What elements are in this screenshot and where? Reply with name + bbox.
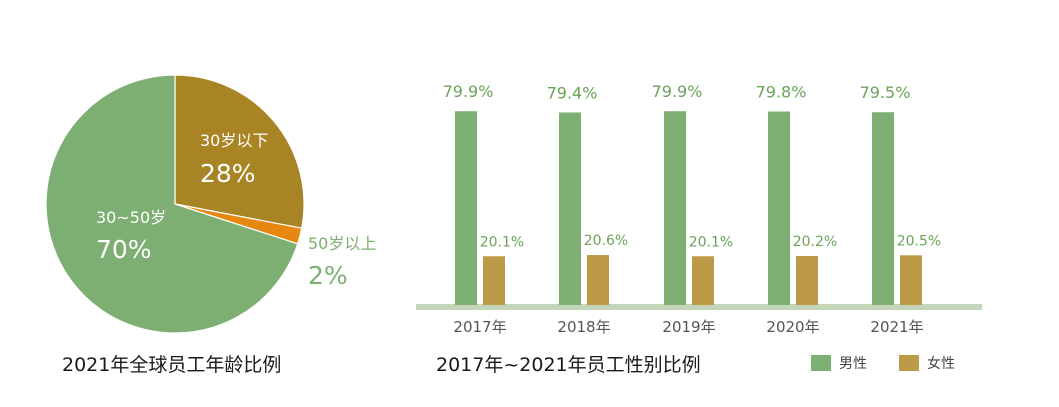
pie-slice-label: 30岁以下 [200, 131, 268, 150]
legend-swatch-male [811, 355, 831, 371]
pie-chart-caption: 2021年全球员工年龄比例 [62, 354, 282, 376]
pie-slice-label: 50岁以上 [308, 234, 376, 253]
pie-slice-value-label: 28% [200, 159, 256, 188]
x-tick-label: 2018年 [557, 318, 610, 336]
bar-male [664, 111, 686, 306]
data-label-male: 79.8% [756, 82, 807, 101]
x-tick-label: 2021年 [870, 318, 923, 336]
x-axis-baseline [416, 304, 982, 310]
legend-label-female: 女性 [927, 356, 955, 372]
x-tick-label: 2017年 [453, 318, 506, 336]
legend-label-male: 男性 [839, 356, 867, 372]
bar-male [455, 111, 477, 306]
bar-male [768, 111, 790, 305]
pie-slice [174, 74, 305, 229]
pie-slice [45, 74, 299, 334]
legend-item-female: 女性 [899, 353, 955, 373]
data-label-female: 20.2% [793, 234, 837, 250]
legend-swatch-female [899, 355, 919, 371]
bar-female [587, 255, 609, 305]
bar-male [872, 112, 894, 306]
bar-female [796, 256, 818, 305]
data-label-male: 79.9% [652, 82, 703, 101]
data-label-male: 79.9% [443, 82, 494, 101]
data-label-female: 20.1% [689, 234, 733, 250]
data-label-female: 20.5% [897, 233, 941, 249]
x-tick-label: 2019年 [662, 318, 715, 336]
pie-slice-value-label: 70% [96, 235, 152, 264]
data-label-female: 20.1% [480, 234, 524, 250]
bar-female [692, 256, 714, 305]
bar-male [559, 112, 581, 305]
pie-slice-label: 30~50岁 [96, 208, 166, 227]
data-label-male: 79.4% [547, 83, 598, 102]
bar-female [483, 256, 505, 305]
data-label-female: 20.6% [584, 233, 628, 249]
pie-slice-value-label: 2% [308, 261, 348, 290]
data-label-male: 79.5% [860, 83, 911, 102]
bar-chart-caption: 2017年~2021年员工性别比例 [436, 354, 701, 376]
x-tick-label: 2020年 [766, 318, 819, 336]
legend-item-male: 男性 [811, 353, 867, 373]
bar-female [900, 255, 922, 305]
